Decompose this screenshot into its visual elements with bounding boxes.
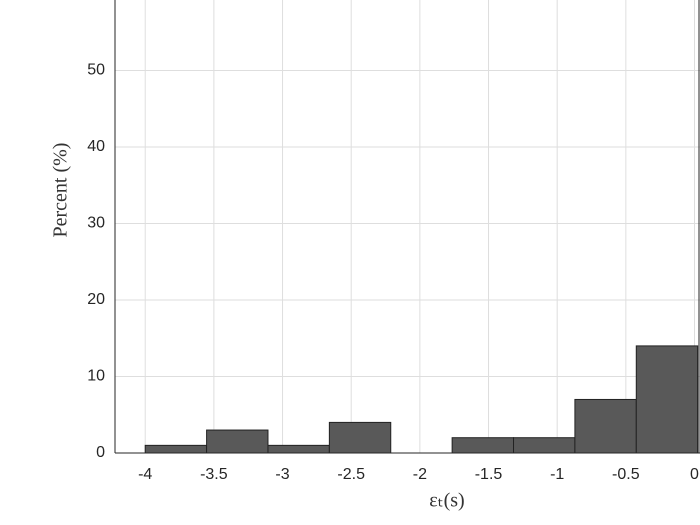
y-tick-label: 40 [87, 138, 105, 155]
x-tick-label: 0 [690, 466, 699, 483]
x-tick-label: -1 [550, 466, 564, 483]
x-tick-label: -1.5 [475, 466, 503, 483]
bar [267, 444, 330, 454]
x-tick-label: -2.5 [337, 466, 365, 483]
x-tick-label: -2 [413, 466, 427, 483]
y-tick-label: 30 [87, 215, 105, 232]
bar [328, 421, 392, 454]
x-axis-label: εₜ(s) [429, 490, 464, 512]
y-tick-label: 50 [87, 62, 105, 79]
x-tick-label: -3 [275, 466, 289, 483]
y-tick-label: 10 [87, 368, 105, 385]
bar [574, 398, 637, 454]
y-tick-label: 0 [96, 444, 105, 461]
bar [144, 444, 208, 454]
x-tick-label: -4 [138, 466, 152, 483]
y-tick-label: 20 [87, 291, 105, 308]
x-tick-label: -0.5 [612, 466, 640, 483]
y-tick-label: 60 [87, 0, 105, 2]
bar [451, 437, 515, 454]
bar [206, 429, 269, 454]
bar [513, 437, 576, 454]
bar [635, 345, 699, 454]
x-tick-label: -3.5 [200, 466, 228, 483]
y-axis-label: Percent (%) [50, 143, 72, 238]
